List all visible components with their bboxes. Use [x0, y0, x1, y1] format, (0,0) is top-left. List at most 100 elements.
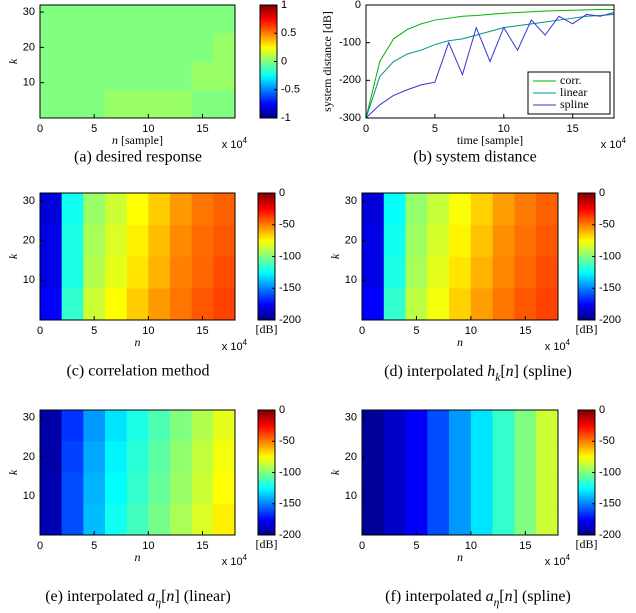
x-tick-label: 15 [196, 540, 208, 552]
colorbar-label: [dB] [576, 322, 598, 336]
colorbar-slice [258, 427, 275, 430]
colorbar-slice [258, 312, 275, 315]
heatmap-cell [213, 193, 236, 226]
heatmap-cell [536, 503, 559, 536]
heatmap-cell [148, 89, 171, 119]
colorbar-slice [258, 447, 275, 450]
colorbar-slice [578, 298, 595, 301]
colorbar-slice [578, 458, 595, 462]
colorbar-label: [dB] [576, 537, 598, 551]
heatmap-cell [213, 256, 236, 289]
heatmap-cell [40, 441, 62, 473]
colorbar-slice [578, 264, 595, 267]
heatmap-cell [170, 472, 192, 505]
colorbar-slice [258, 218, 275, 222]
colorbar-slice [258, 290, 275, 293]
y-axis-label: k [328, 253, 342, 259]
colorbar-slice [258, 230, 275, 233]
colorbar-slice [578, 210, 595, 214]
text-part: x 10 [222, 556, 243, 568]
colorbar-tick-label: -200 [279, 314, 301, 326]
heatmap-cell [40, 256, 62, 289]
colorbar-slice [258, 456, 275, 460]
heatmap-cell [362, 410, 385, 442]
colorbar-slice [258, 216, 275, 220]
colorbar-slice [258, 501, 275, 505]
colorbar-slice [578, 262, 595, 265]
colorbar-slice [578, 218, 595, 222]
colorbar-slice [578, 230, 595, 233]
y-tick-label: 10 [345, 490, 357, 502]
y-tick-label: 30 [23, 6, 35, 18]
colorbar-slice [258, 490, 275, 493]
colorbar-slice [578, 280, 595, 283]
heatmap-cell [362, 224, 385, 257]
heatmap-cell [170, 224, 192, 257]
colorbar-slice [578, 260, 595, 263]
heatmap-cell [536, 441, 559, 473]
colorbar-slice [578, 439, 595, 442]
x-tick-label: 0 [359, 325, 365, 337]
colorbar-slice [258, 202, 275, 206]
colorbar-slice [578, 431, 595, 434]
y-tick-label: 20 [23, 235, 35, 247]
colorbar-slice [260, 65, 277, 68]
text-part: ] (linear) [174, 588, 230, 605]
x-tick-label: 0 [359, 540, 365, 552]
colorbar-tick-label: -100 [599, 250, 621, 262]
heatmap-cell [405, 503, 428, 536]
colorbar-slice [260, 95, 277, 98]
colorbar-slice [578, 503, 595, 507]
colorbar-slice [578, 486, 595, 489]
heatmap-cell [126, 503, 149, 536]
colorbar-slice [578, 449, 595, 452]
text-part: [ [161, 588, 166, 605]
colorbar-slice [578, 517, 595, 520]
colorbar-slice [258, 437, 275, 440]
colorbar-slice [578, 427, 595, 430]
colorbar-slice [578, 480, 595, 483]
heatmap-cell [191, 89, 214, 119]
colorbar-slice [258, 310, 275, 313]
colorbar-slice [578, 460, 595, 464]
heatmap-cell [83, 503, 106, 536]
y-axis-label: k [328, 469, 342, 475]
colorbar-slice [578, 419, 595, 423]
axes-frame [39, 192, 236, 321]
colorbar-slice [260, 22, 277, 25]
heatmap-cell [105, 256, 127, 289]
colorbar-slice [578, 521, 595, 524]
heatmap-cell [105, 193, 127, 226]
colorbar-tick-label: -200 [599, 529, 621, 541]
heatmap-cell [61, 193, 84, 226]
heatmap-cell [40, 61, 62, 91]
heatmap-cell [40, 410, 62, 442]
heatmap-cell [126, 33, 149, 62]
colorbar-slice [258, 495, 275, 499]
colorbar-slice [260, 38, 277, 41]
text-part: [ [499, 588, 504, 605]
x-tick-label: 0 [37, 540, 43, 552]
heatmap-cell [170, 33, 192, 62]
colorbar-tick-label: -150 [599, 282, 621, 294]
x-tick-label: 15 [519, 325, 531, 337]
colorbar-tick-label: 0 [281, 55, 287, 67]
heatmap-cell [148, 33, 171, 62]
heatmap-cell [213, 288, 236, 321]
colorbar-slice [578, 433, 595, 436]
heatmap-cell [213, 472, 236, 505]
colorbar-slice [260, 13, 277, 16]
colorbar-slice [578, 531, 595, 534]
text-part: n [505, 588, 513, 605]
heatmap-cell [191, 288, 214, 321]
colorbar-slice [260, 102, 277, 105]
x-axis-label: n [135, 335, 141, 349]
x-axis-label: n [sample] [112, 133, 163, 147]
colorbar-slice [260, 43, 277, 46]
colorbar-slice [258, 198, 275, 202]
y-axis-label: k [6, 253, 20, 259]
colorbar-slice [258, 200, 275, 204]
colorbar-slice [258, 527, 275, 530]
heatmap-cell [148, 61, 171, 91]
heatmap-cell [170, 503, 192, 536]
